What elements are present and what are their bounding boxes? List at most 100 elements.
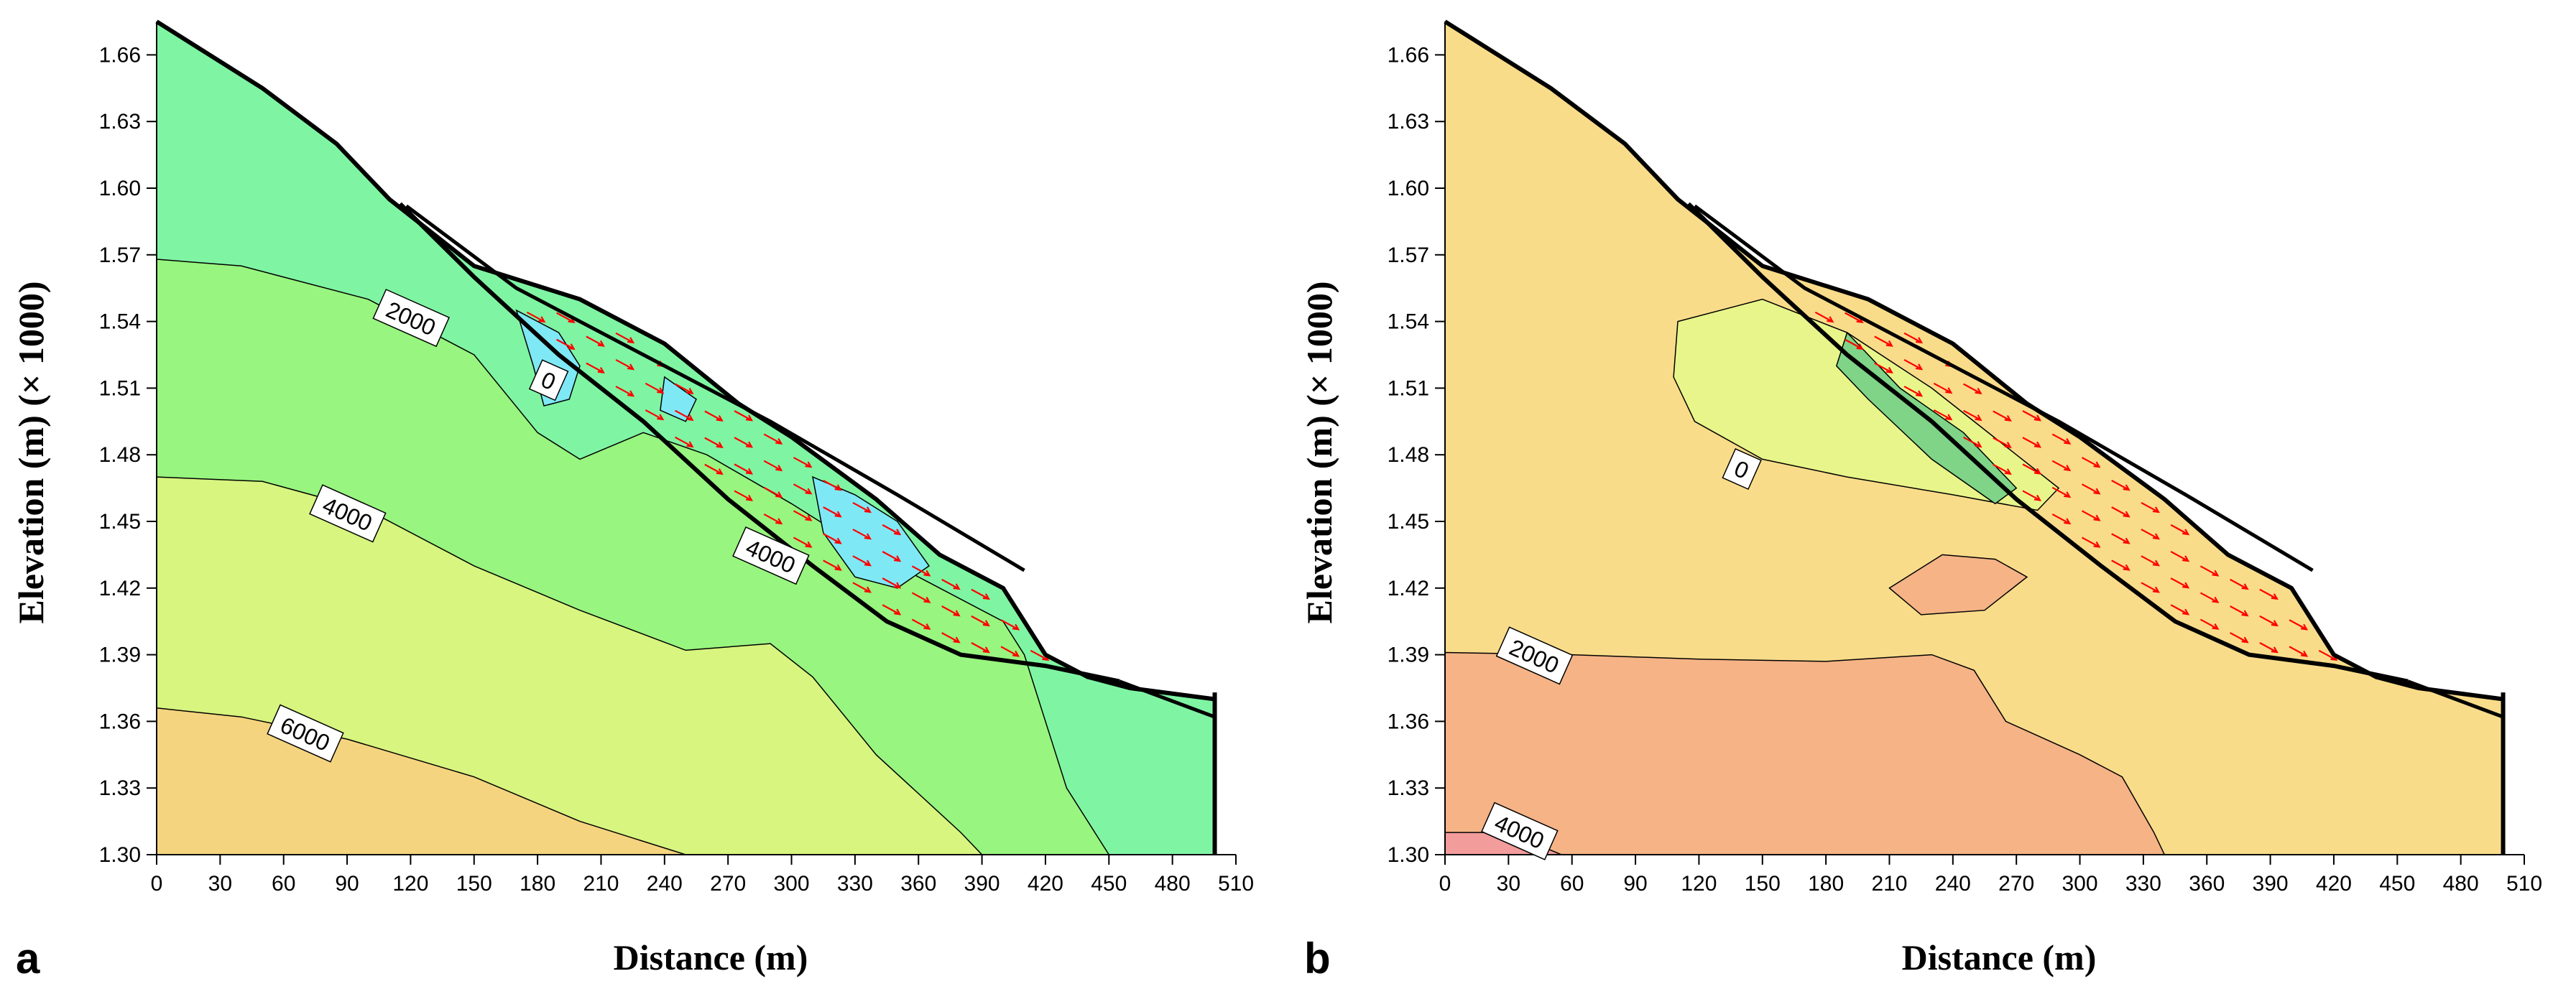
y-tick-label: 1.63 (1388, 110, 1429, 134)
x-tick-label: 270 (710, 872, 746, 896)
vector-arrow (763, 460, 782, 471)
x-tick-label: 450 (1091, 872, 1127, 896)
vector-arrowhead (2152, 533, 2160, 540)
vector-arrowhead (775, 465, 783, 472)
x-tick-label: 30 (208, 872, 232, 896)
vector-arrow (763, 433, 782, 445)
vector-arrowhead (1915, 363, 1924, 371)
x-axis-title: Distance (m) (614, 937, 808, 977)
vector-arrow (1993, 410, 2011, 422)
x-tick-label: 0 (1439, 872, 1451, 896)
vector-arrowhead (538, 316, 546, 323)
x-tick-label: 270 (1998, 872, 2034, 896)
vector-arrowhead (1915, 337, 1924, 344)
contour-label-box (267, 704, 344, 763)
vector-arrow (526, 311, 545, 322)
vector-arrow (2051, 433, 2070, 445)
vector-arrow (2289, 646, 2307, 657)
x-tick-label: 150 (456, 872, 492, 896)
chart-a-svg: 0 30 60 90 120 150 180 210 240 270 300 330 360 390 420… (11, 19, 1254, 983)
y-tick-label: 1.30 (1388, 843, 1429, 867)
vector-arrow (971, 615, 989, 626)
vector-arrowhead (2300, 623, 2309, 631)
vector-arrowhead (745, 494, 754, 501)
vector-arrowhead (805, 461, 813, 468)
y-axis-title: Elevation (m) (× 1000) (11, 281, 51, 623)
vector-arrow (882, 577, 900, 589)
vector-arrow (1993, 437, 2011, 448)
vector-arrow (2259, 615, 2278, 626)
vector-arrowhead (1856, 343, 1864, 350)
vector-arrowhead (2271, 593, 2279, 600)
vector-arrowhead (982, 593, 990, 600)
vector-arrowhead (657, 414, 665, 421)
vector-arrow (2259, 642, 2278, 653)
sliding-surface-line (1686, 202, 2409, 684)
vector-arrow (704, 437, 723, 448)
vector-arrowhead (686, 414, 694, 422)
vector-arrow (1874, 362, 1893, 373)
vector-arrowhead (1885, 340, 1893, 347)
vector-arrow (2111, 506, 2130, 518)
vector-arrowhead (894, 608, 902, 616)
vector-arrow (2141, 582, 2159, 593)
panel-letter: b (1304, 934, 1331, 983)
vector-arrowhead (2271, 620, 2279, 627)
vector-arrow (2141, 555, 2159, 567)
contour-patch-orange (1888, 554, 2028, 616)
vector-arrow (2081, 537, 2100, 548)
vector-arrow (1903, 358, 1922, 370)
y-tick-label: 1.42 (1388, 577, 1429, 600)
vector-arrow (2289, 619, 2307, 631)
vector-arrowhead (745, 441, 754, 448)
vector-arrowhead (745, 468, 754, 475)
y-tick-label: 1.57 (99, 243, 141, 267)
x-tick-label: 480 (1155, 872, 1191, 896)
vector-arrow (734, 463, 752, 475)
panel-letter: a (16, 934, 40, 983)
x-tick-label: 60 (1560, 872, 1584, 896)
vector-arrowhead (1012, 623, 1020, 631)
inner-slip-line (405, 204, 1025, 572)
vector-arrow (2259, 588, 2278, 600)
vector-arrowhead (2123, 511, 2130, 518)
vector-arrowhead (1975, 441, 1982, 448)
contour-label-box (1722, 448, 1762, 491)
y-tick-label: 1.66 (99, 43, 141, 67)
vector-arrow (556, 312, 575, 323)
vector-arrowhead (2093, 541, 2101, 548)
vector-arrowhead (923, 596, 931, 603)
vector-arrowhead (686, 388, 694, 394)
vector-arrowhead (805, 488, 813, 495)
vector-arrow (793, 457, 811, 468)
x-tick-label: 30 (1497, 872, 1520, 896)
vector-arrow (2230, 632, 2248, 644)
vector-arrowhead (1827, 316, 1834, 323)
vector-arrowhead (568, 343, 576, 350)
vector-arrowhead (2300, 650, 2309, 657)
contour-label-box (528, 359, 569, 401)
vector-arrowhead (1945, 414, 1953, 421)
vector-arrowhead (2033, 441, 2042, 448)
vector-arrowhead (2241, 636, 2249, 644)
vector-arrowhead (627, 363, 635, 371)
vector-arrow (704, 463, 723, 475)
x-tick-label: 480 (2443, 872, 2479, 896)
vector-arrow (793, 537, 811, 548)
vector-arrow (823, 506, 841, 518)
x-tick-label: 0 (151, 872, 163, 896)
vector-arrowhead (2033, 468, 2042, 475)
vector-arrow (852, 529, 871, 540)
vector-arrow (2022, 437, 2041, 448)
vector-arrow (2170, 524, 2189, 535)
vector-arrowhead (657, 387, 665, 394)
contour-label: 0 (528, 359, 569, 401)
vector-arrow (911, 592, 930, 603)
vector-arrow (645, 409, 663, 420)
vector-arrow (2230, 605, 2248, 616)
vector-arrowhead (805, 541, 813, 548)
vector-arrow (1933, 382, 1952, 394)
vector-arrowhead (716, 468, 724, 475)
x-tick-label: 390 (2253, 872, 2289, 896)
x-tick-label: 60 (272, 872, 295, 896)
